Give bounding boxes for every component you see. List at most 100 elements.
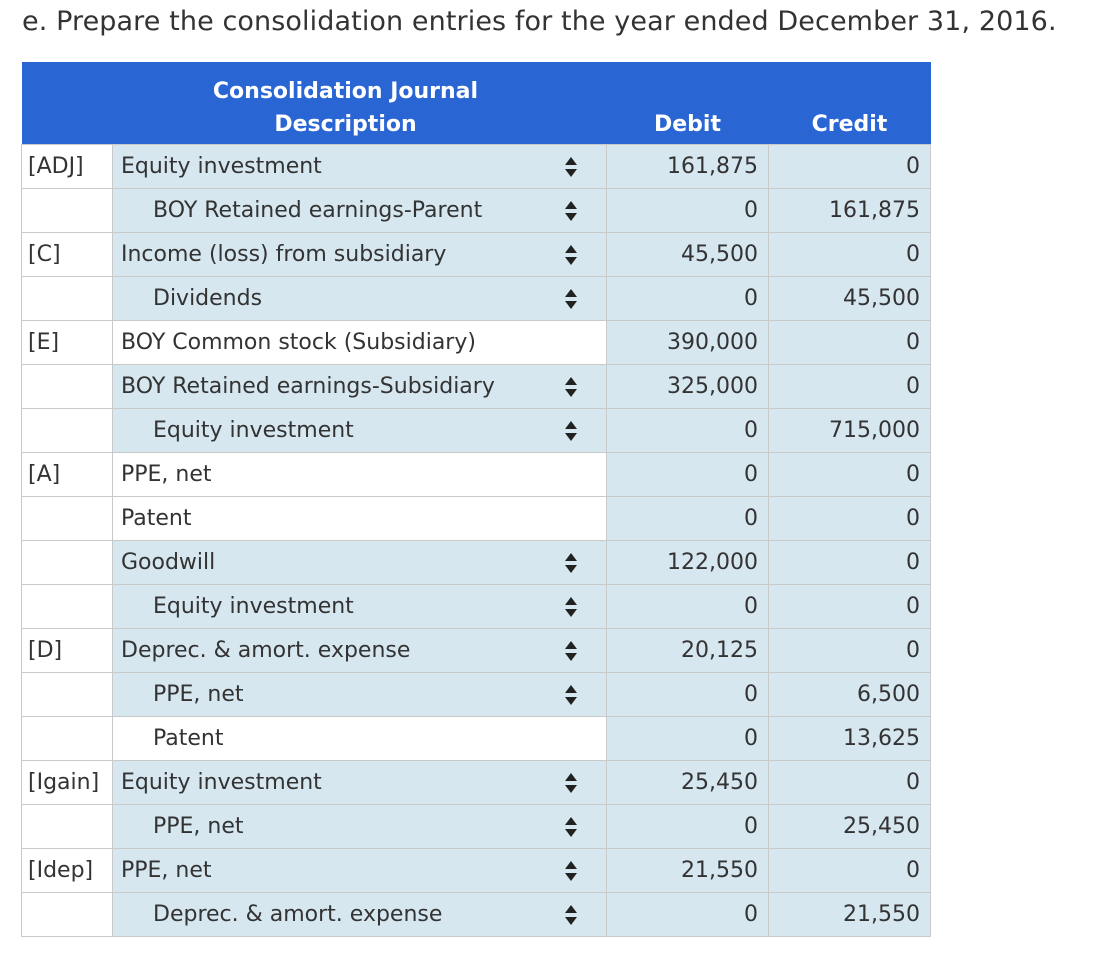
- debit-input[interactable]: 0: [606, 496, 769, 541]
- journal-row: BOY Retained earnings-Parent 0 161,875: [21, 188, 931, 233]
- account-select[interactable]: Goodwill: [112, 540, 607, 585]
- account-name: BOY Retained earnings-Subsidiary: [121, 374, 495, 399]
- account-input[interactable]: Patent: [112, 716, 607, 761]
- debit-input[interactable]: 0: [606, 584, 769, 629]
- account-name: Equity investment: [153, 418, 354, 443]
- account-name: Dividends: [153, 286, 263, 311]
- account-name: PPE, net: [153, 682, 244, 707]
- account-select[interactable]: Equity investment: [112, 584, 607, 629]
- account-select[interactable]: Equity investment: [112, 760, 607, 805]
- select-arrows-icon: [565, 904, 577, 925]
- journal-row: Patent 0 13,625: [21, 716, 931, 761]
- debit-input[interactable]: 122,000: [606, 540, 769, 585]
- debit-input[interactable]: 0: [606, 188, 769, 233]
- select-arrows-icon: [565, 772, 577, 793]
- journal-row: Equity investment 0 0: [21, 584, 931, 629]
- debit-input[interactable]: 0: [606, 716, 769, 761]
- account-select[interactable]: PPE, net: [112, 672, 607, 717]
- account-input[interactable]: BOY Common stock (Subsidiary): [112, 320, 607, 365]
- account-input[interactable]: PPE, net: [112, 452, 607, 497]
- debit-input[interactable]: 0: [606, 672, 769, 717]
- select-arrows-icon: [565, 156, 577, 177]
- credit-input[interactable]: 0: [768, 144, 931, 189]
- account-select[interactable]: Deprec. & amort. expense: [112, 628, 607, 673]
- journal-row: Equity investment 0 715,000: [21, 408, 931, 453]
- entry-reference: [21, 276, 113, 321]
- account-input[interactable]: Patent: [112, 496, 607, 541]
- account-select[interactable]: Equity investment: [112, 408, 607, 453]
- account-select[interactable]: BOY Retained earnings-Parent: [112, 188, 607, 233]
- credit-input[interactable]: 6,500: [768, 672, 931, 717]
- account-select[interactable]: BOY Retained earnings-Subsidiary: [112, 364, 607, 409]
- journal-row: BOY Retained earnings-Subsidiary 325,000 0: [21, 364, 931, 409]
- credit-input[interactable]: 0: [768, 628, 931, 673]
- account-select[interactable]: Deprec. & amort. expense: [112, 892, 607, 937]
- account-name: Patent: [121, 506, 192, 531]
- debit-input[interactable]: 390,000: [606, 320, 769, 365]
- credit-input[interactable]: 0: [768, 320, 931, 365]
- account-name: BOY Retained earnings-Parent: [153, 198, 483, 223]
- debit-input[interactable]: 20,125: [606, 628, 769, 673]
- credit-input[interactable]: 0: [768, 848, 931, 893]
- description-header: Description: [21, 104, 607, 145]
- account-select[interactable]: Dividends: [112, 276, 607, 321]
- account-name: PPE, net: [153, 814, 244, 839]
- select-arrows-icon: [565, 376, 577, 397]
- select-arrows-icon: [565, 288, 577, 309]
- debit-input[interactable]: 0: [606, 452, 769, 497]
- header-spacer: [768, 62, 931, 104]
- entry-reference: [21, 496, 113, 541]
- credit-input[interactable]: 0: [768, 452, 931, 497]
- account-select[interactable]: PPE, net: [112, 848, 607, 893]
- account-name: Deprec. & amort. expense: [153, 902, 443, 927]
- journal-row: PPE, net 0 6,500: [21, 672, 931, 717]
- credit-input[interactable]: 715,000: [768, 408, 931, 453]
- consolidation-journal-table: Consolidation Journal Description Debit …: [21, 62, 931, 937]
- debit-input[interactable]: 45,500: [606, 232, 769, 277]
- debit-header: Debit: [606, 104, 769, 145]
- debit-input[interactable]: 0: [606, 892, 769, 937]
- credit-input[interactable]: 13,625: [768, 716, 931, 761]
- credit-input[interactable]: 21,550: [768, 892, 931, 937]
- journal-row: [C] Income (loss) from subsidiary 45,500 0: [21, 232, 931, 277]
- account-select[interactable]: Income (loss) from subsidiary: [112, 232, 607, 277]
- entry-reference: [21, 804, 113, 849]
- credit-input[interactable]: 0: [768, 496, 931, 541]
- debit-input[interactable]: 0: [606, 276, 769, 321]
- account-name: Equity investment: [121, 154, 322, 179]
- credit-input[interactable]: 0: [768, 364, 931, 409]
- header-spacer: [606, 62, 769, 104]
- journal-row: [D] Deprec. & amort. expense 20,125 0: [21, 628, 931, 673]
- entry-reference: [21, 892, 113, 937]
- credit-input[interactable]: 0: [768, 232, 931, 277]
- journal-row: PPE, net 0 25,450: [21, 804, 931, 849]
- account-name: BOY Common stock (Subsidiary): [121, 330, 476, 355]
- credit-input[interactable]: 25,450: [768, 804, 931, 849]
- debit-input[interactable]: 0: [606, 408, 769, 453]
- journal-row: [Idep] PPE, net 21,550 0: [21, 848, 931, 893]
- entry-reference: [E]: [21, 320, 113, 365]
- credit-input[interactable]: 0: [768, 584, 931, 629]
- debit-input[interactable]: 0: [606, 804, 769, 849]
- select-arrows-icon: [565, 640, 577, 661]
- journal-row: Patent 0 0: [21, 496, 931, 541]
- account-select[interactable]: PPE, net: [112, 804, 607, 849]
- select-arrows-icon: [565, 816, 577, 837]
- credit-input[interactable]: 0: [768, 540, 931, 585]
- select-arrows-icon: [565, 596, 577, 617]
- credit-input[interactable]: 45,500: [768, 276, 931, 321]
- journal-row: Goodwill 122,000 0: [21, 540, 931, 585]
- account-select[interactable]: Equity investment: [112, 144, 607, 189]
- entry-reference: [ADJ]: [21, 144, 113, 189]
- journal-row: [E] BOY Common stock (Subsidiary) 390,000 0: [21, 320, 931, 365]
- debit-input[interactable]: 21,550: [606, 848, 769, 893]
- account-name: PPE, net: [121, 462, 212, 487]
- account-name: Income (loss) from subsidiary: [121, 242, 447, 267]
- entry-reference: [21, 188, 113, 233]
- debit-input[interactable]: 325,000: [606, 364, 769, 409]
- debit-input[interactable]: 25,450: [606, 760, 769, 805]
- credit-input[interactable]: 161,875: [768, 188, 931, 233]
- debit-input[interactable]: 161,875: [606, 144, 769, 189]
- credit-input[interactable]: 0: [768, 760, 931, 805]
- select-arrows-icon: [565, 552, 577, 573]
